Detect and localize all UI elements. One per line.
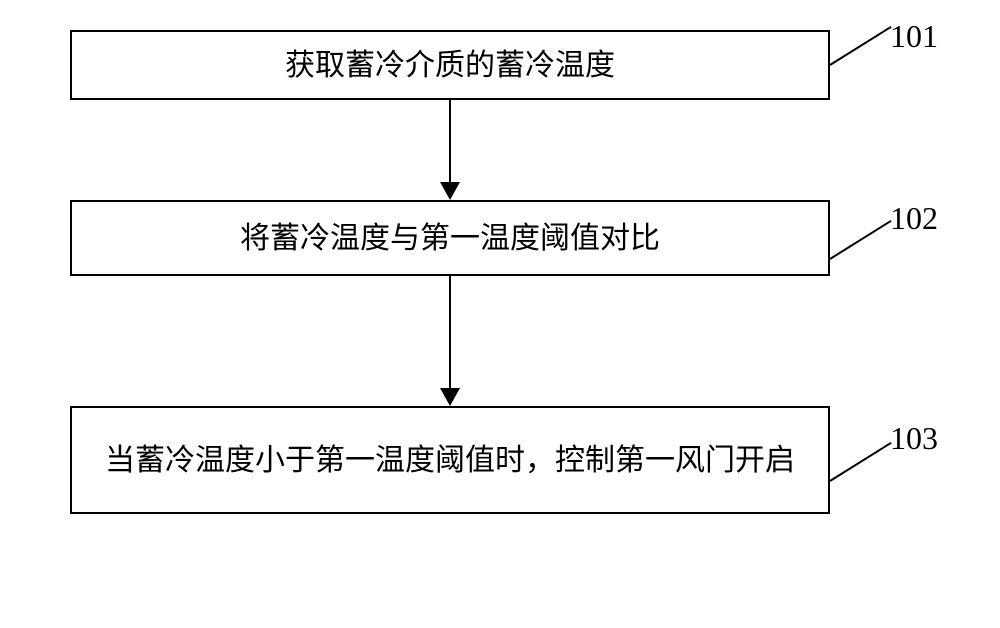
node-3-text: 当蓄冷温度小于第一温度阈值时，控制第一风门开启	[105, 438, 795, 483]
flow-node-1: 获取蓄冷介质的蓄冷温度	[70, 30, 830, 100]
label-101: 101	[890, 18, 938, 55]
arrow-2-head	[440, 388, 460, 406]
arrow-1	[440, 100, 460, 200]
flowchart-container: 获取蓄冷介质的蓄冷温度 将蓄冷温度与第一温度阈值对比 当蓄冷温度小于第一温度阈值…	[70, 30, 930, 514]
arrow-2-line	[449, 276, 451, 388]
label-102: 102	[890, 200, 938, 237]
flow-node-3: 当蓄冷温度小于第一温度阈值时，控制第一风门开启	[70, 406, 830, 514]
arrow-2	[440, 276, 460, 406]
arrow-1-container	[70, 100, 830, 200]
node-1-text: 获取蓄冷介质的蓄冷温度	[285, 43, 615, 88]
arrow-2-container	[70, 276, 830, 406]
node-2-text: 将蓄冷温度与第一温度阈值对比	[240, 216, 660, 261]
flow-node-2: 将蓄冷温度与第一温度阈值对比	[70, 200, 830, 276]
arrow-1-head	[440, 182, 460, 200]
label-103: 103	[890, 420, 938, 457]
arrow-1-line	[449, 100, 451, 182]
